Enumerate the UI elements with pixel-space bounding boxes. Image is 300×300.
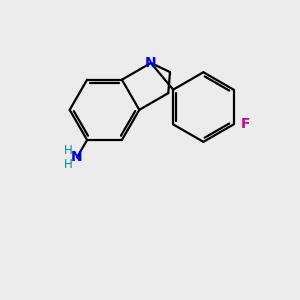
Text: F: F bbox=[241, 117, 250, 131]
Text: H: H bbox=[64, 158, 73, 171]
Text: H: H bbox=[64, 144, 73, 157]
Text: N: N bbox=[145, 56, 157, 70]
Text: N: N bbox=[71, 150, 83, 164]
